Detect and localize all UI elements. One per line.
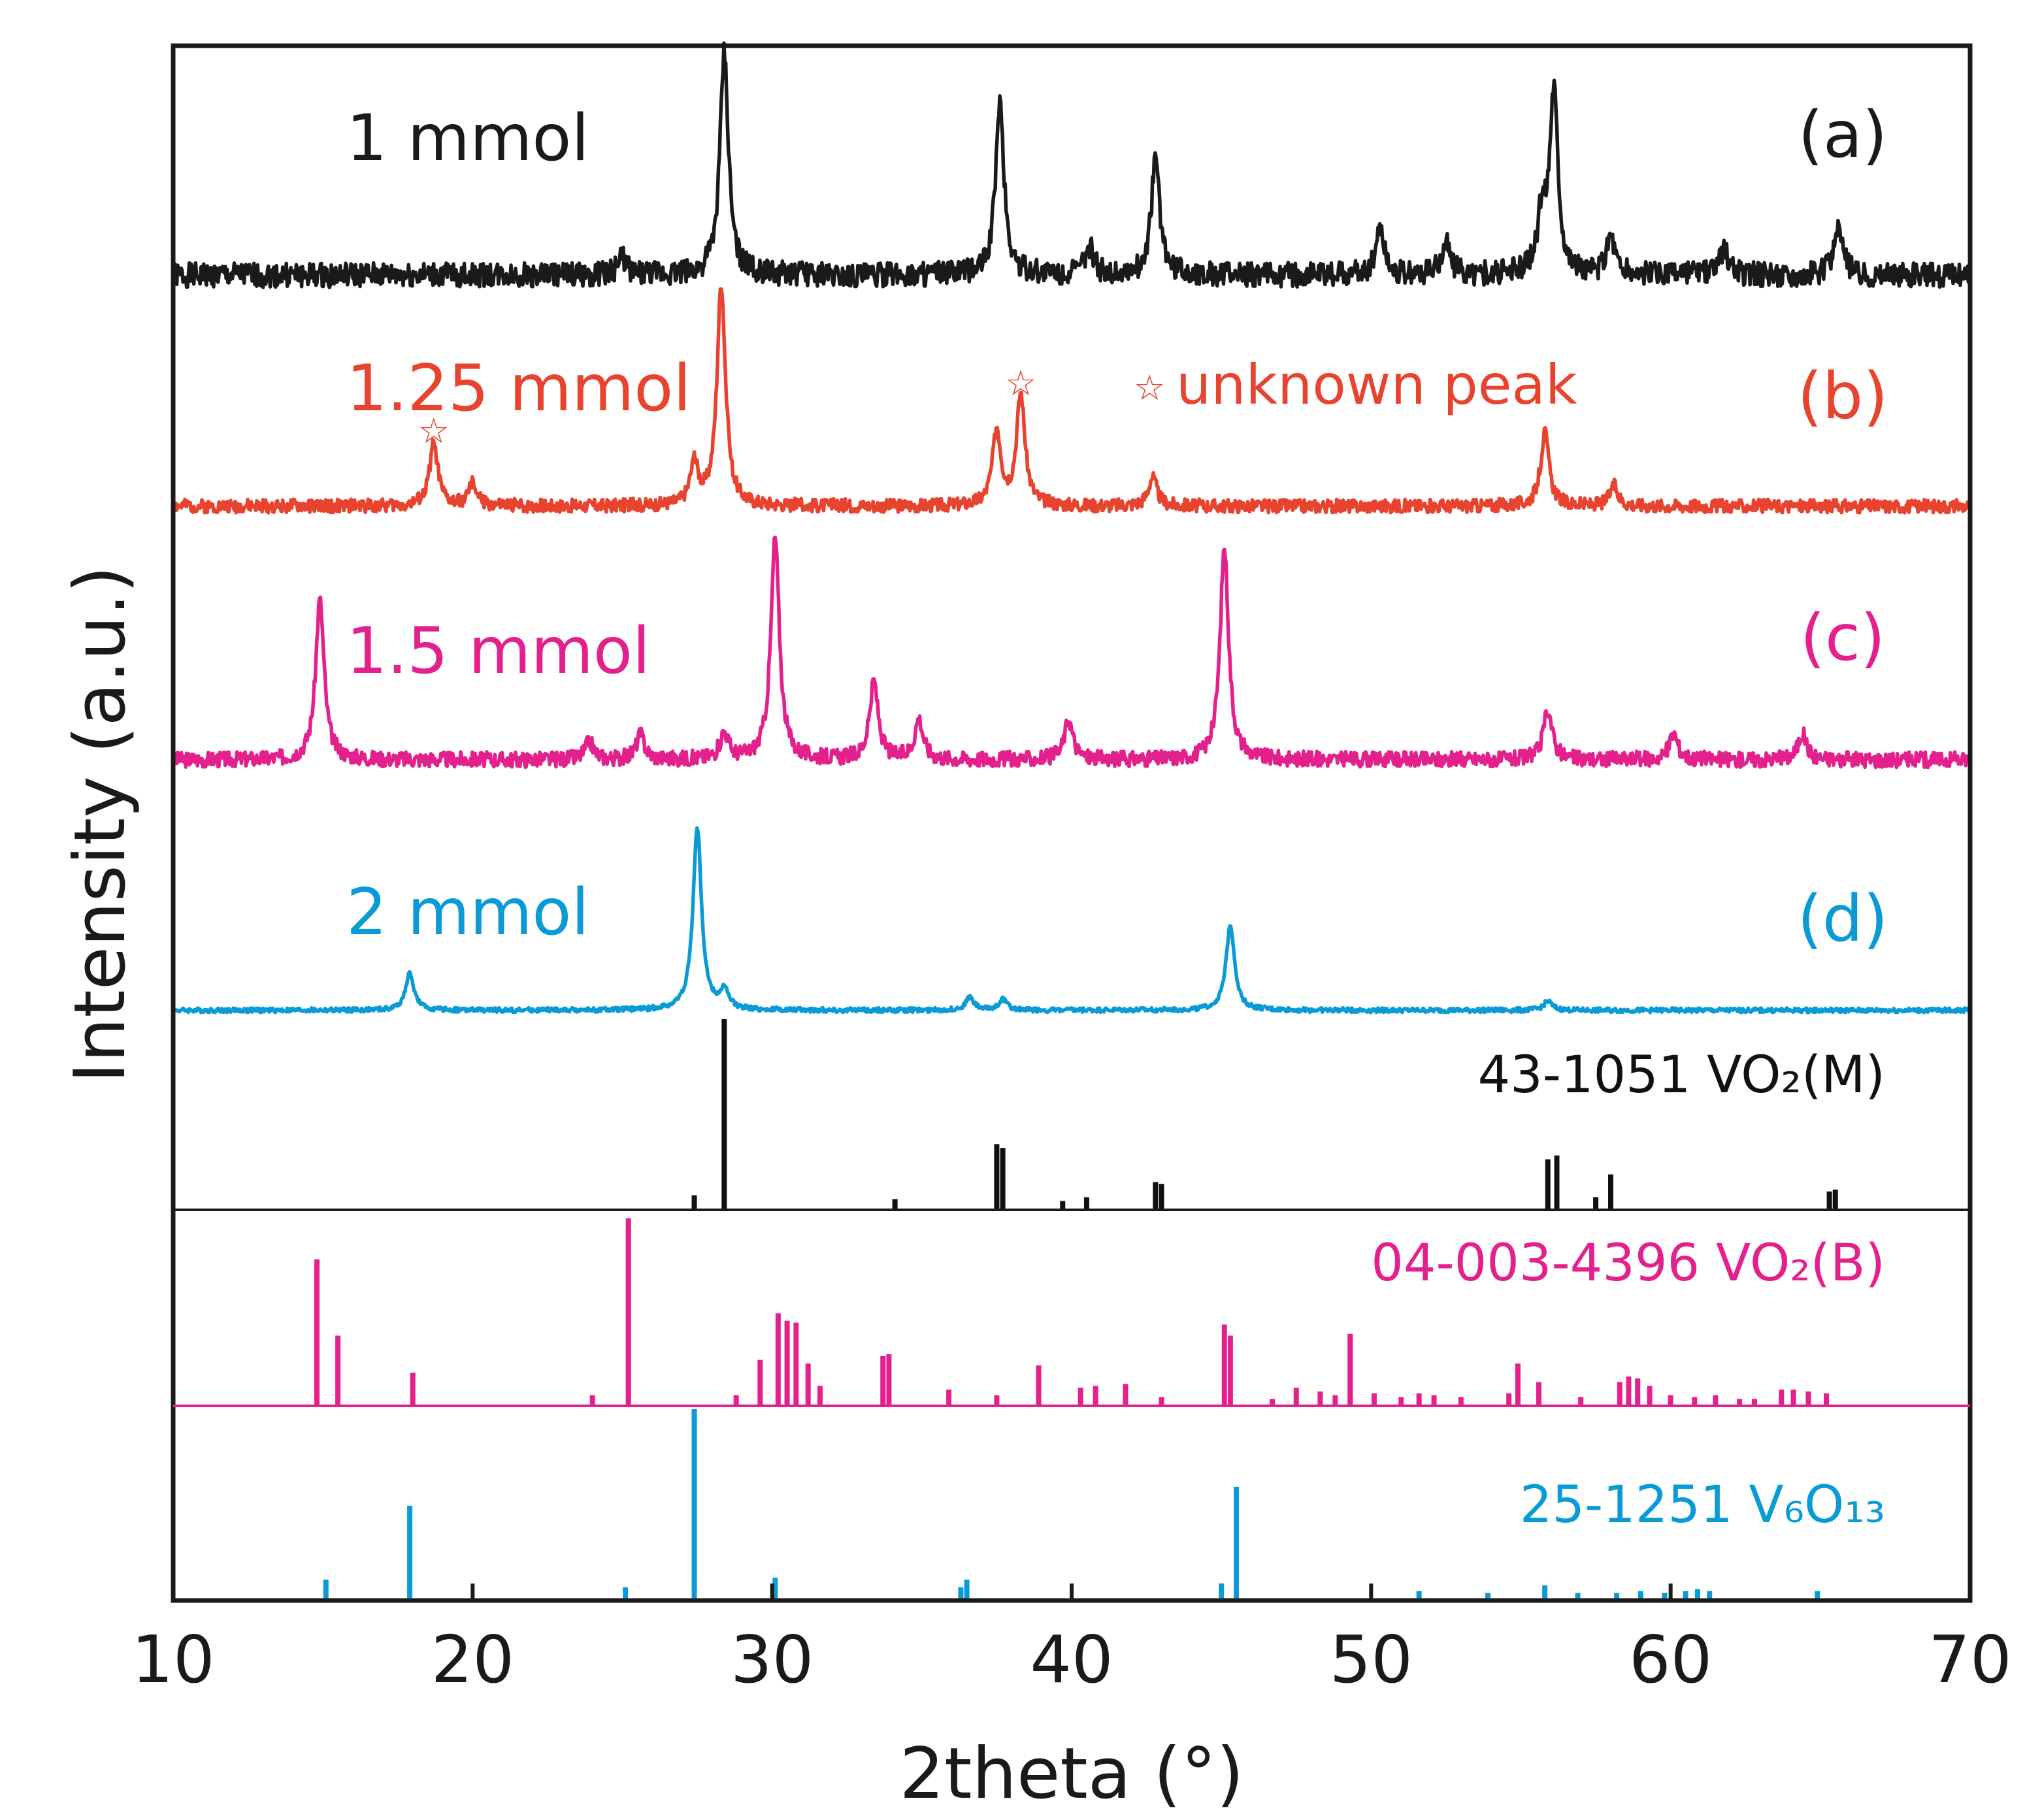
pattern-trace — [171, 826, 1971, 1015]
x-axis: 10 20 30 40 50 60 70 — [131, 1584, 2012, 1698]
series-name-label: 1.5 mmol — [346, 614, 650, 689]
x-tick-label: 50 — [1330, 1621, 1413, 1698]
annotation-text: unknown peak — [1176, 353, 1577, 417]
x-tick-label: 30 — [731, 1621, 814, 1698]
panel-label: (d) — [1798, 882, 1888, 956]
reference-patterns — [314, 1019, 1838, 1599]
x-tick-label: 70 — [1928, 1621, 2011, 1698]
reference-label: 25-1251 V₆O₁₃ — [1520, 1476, 1885, 1535]
panel-label: (b) — [1798, 359, 1888, 434]
pattern-trace — [171, 287, 1972, 515]
y-axis-title: Intensity (a.u.) — [59, 566, 141, 1083]
series-name-label: 1.25 mmol — [346, 351, 691, 426]
x-tick-label: 10 — [131, 1621, 214, 1698]
annotation-star-icon: ☆ — [1134, 367, 1165, 408]
plot-area — [171, 41, 1972, 1015]
unknown-peak-star-icon: ☆ — [1005, 363, 1036, 404]
x-axis-title: 2theta (°) — [899, 1733, 1243, 1815]
reference-label: 43-1051 VO₂(M) — [1477, 1046, 1885, 1105]
pattern-trace — [171, 41, 1972, 289]
reference-label: 04-003-4396 VO₂(B) — [1371, 1234, 1885, 1293]
series-name-label: 2 mmol — [346, 875, 589, 950]
x-tick-label: 20 — [431, 1621, 514, 1698]
labels: 1 mmol (a) 1.25 mmol (b) 1.5 mmol (c) 2 mmol (d… — [346, 98, 1888, 1535]
panel-label: (c) — [1800, 601, 1885, 675]
pattern-trace — [171, 535, 1972, 770]
series-name-label: 1 mmol — [346, 101, 589, 176]
x-tick-label: 40 — [1030, 1621, 1113, 1698]
x-tick-label: 60 — [1629, 1621, 1712, 1698]
unknown-peak-star-icon: ☆ — [418, 410, 450, 451]
panel-label: (a) — [1798, 98, 1888, 172]
